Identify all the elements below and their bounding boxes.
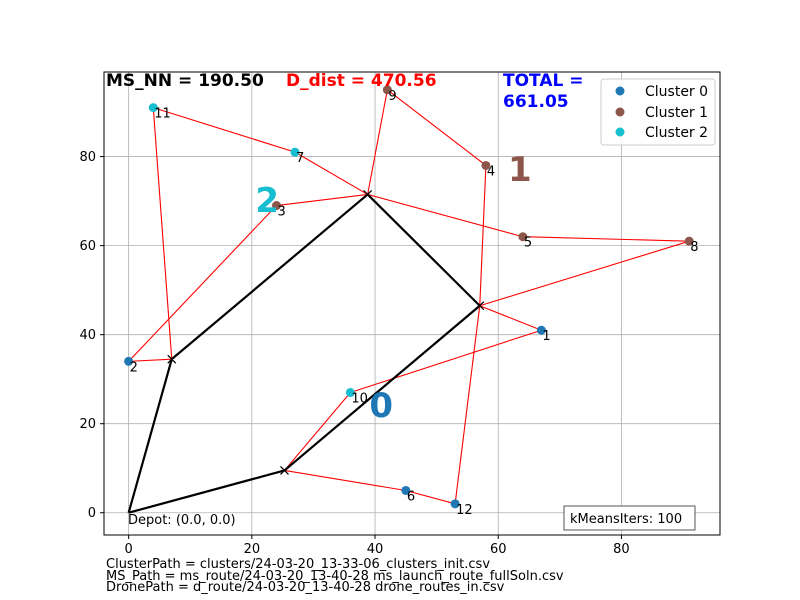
drone-route-edge	[479, 240, 690, 307]
point-10	[345, 388, 355, 398]
legend-label-cluster-1: Cluster 1	[645, 105, 708, 121]
point-7	[290, 147, 300, 157]
launch-point-marker	[475, 301, 485, 311]
legend-marker-cluster-0	[615, 86, 625, 96]
point-label-10: 10	[351, 392, 368, 407]
point-label-1: 1	[542, 329, 550, 344]
launch-point-marker	[363, 189, 373, 199]
point-8	[684, 236, 694, 246]
ms-route-edge	[171, 193, 369, 360]
x-tick-label: 20	[244, 542, 261, 557]
point-11	[148, 103, 158, 113]
point-label-3: 3	[277, 205, 285, 220]
ms-route-edge	[128, 469, 285, 514]
drone-route-edge	[350, 329, 542, 394]
legend-box	[600, 78, 716, 146]
legend: Cluster 0 Cluster 1 Cluster 2	[600, 78, 716, 146]
drone-route-edge	[284, 392, 351, 471]
drone-routes	[128, 89, 690, 505]
y-tick-label: 80	[79, 150, 96, 165]
drone-route-edge	[276, 193, 368, 207]
y-tick-label: 0	[88, 506, 96, 521]
cluster-label-0: 0	[369, 386, 393, 426]
x-tick-label: 40	[367, 542, 384, 557]
point-label-9: 9	[388, 89, 396, 104]
ms-route	[127, 193, 481, 514]
x-tick-label: 60	[490, 542, 507, 557]
grid	[104, 72, 720, 535]
drone-route-edge	[294, 151, 368, 195]
drone-route-edge	[522, 236, 690, 242]
drone-route-edge	[454, 305, 481, 504]
drone-route-edge	[284, 469, 406, 492]
footer-drone-path: DronePath = d_route/24-03-20_13-40-28 dr…	[106, 580, 505, 595]
drone-route-edge	[387, 89, 487, 166]
total-text-line2: 661.05	[503, 92, 569, 112]
drone-route-edge	[479, 305, 542, 331]
d-dist-text: D_dist = 470.56	[286, 71, 437, 91]
point-label-8: 8	[690, 240, 698, 255]
drone-route-edge	[128, 358, 172, 362]
cluster-label-2: 2	[255, 181, 279, 221]
launch-point-marker	[280, 465, 289, 475]
launch-point-marker	[167, 354, 177, 364]
kmeans-iters-box: kMeansIters: 100	[563, 505, 696, 531]
point-12	[450, 499, 460, 509]
point-label-12: 12	[456, 503, 473, 518]
point-2	[124, 356, 134, 366]
axes-frame	[103, 71, 721, 536]
depot-label: Depot: (0.0, 0.0)	[128, 513, 236, 528]
point-6	[401, 485, 411, 495]
y-tick-label: 40	[79, 328, 96, 343]
drone-route-edge	[405, 489, 456, 505]
legend-marker-cluster-2	[615, 127, 625, 137]
legend-marker-cluster-1	[615, 107, 625, 117]
point-3	[271, 201, 281, 211]
point-label-4: 4	[487, 164, 495, 179]
ms-route-edge	[366, 193, 481, 307]
drone-route-edge	[479, 165, 487, 306]
footer-ms-path: MS_Path = ms_route/24-03-20_13-40-28 ms_…	[106, 569, 564, 584]
point-9	[382, 85, 392, 95]
point-label-2: 2	[130, 360, 138, 375]
y-tick-label: 60	[79, 239, 96, 254]
legend-label-cluster-2: Cluster 2	[645, 125, 708, 141]
kmeans-box-frame	[563, 505, 696, 531]
x-tick-label: 80	[613, 542, 630, 557]
kmeans-iters-text: kMeansIters: 100	[570, 512, 682, 527]
ms-route-edge	[283, 304, 481, 472]
cluster-label-1: 1	[508, 150, 532, 190]
launch-points	[167, 189, 485, 475]
legend-label-cluster-0: Cluster 0	[645, 84, 708, 100]
y-tick-label: 20	[79, 417, 96, 432]
point-4	[481, 160, 491, 170]
point-label-5: 5	[524, 236, 532, 251]
point-1	[536, 325, 546, 335]
drone-route-edge	[153, 107, 296, 153]
cluster-labels: 0 1 2	[255, 150, 531, 426]
footer-cluster-path: ClusterPath = clusters/24-03-20_13-33-06…	[106, 557, 490, 572]
point-label-11: 11	[154, 107, 171, 122]
drone-route-edge	[128, 205, 277, 362]
point-label-7: 7	[296, 151, 304, 166]
ms-route-edge	[127, 358, 173, 514]
drone-route-edge	[367, 89, 388, 195]
point-5	[518, 232, 528, 242]
point-label-6: 6	[407, 489, 415, 504]
drone-route-edge	[367, 193, 524, 238]
x-tick-label: 0	[124, 542, 132, 557]
drone-route-edge	[152, 107, 173, 360]
ms-nn-text: MS_NN = 190.50	[106, 71, 264, 91]
data-points	[124, 85, 694, 509]
total-text-line1: TOTAL =	[503, 71, 583, 91]
